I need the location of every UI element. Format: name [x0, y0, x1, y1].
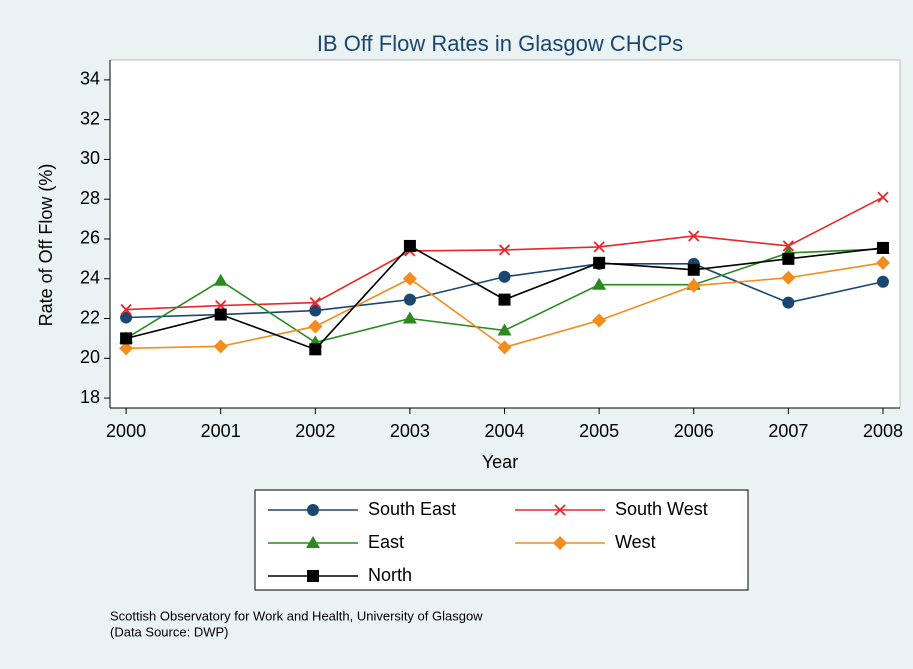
marker — [307, 570, 319, 582]
marker — [120, 311, 133, 324]
marker — [592, 277, 607, 290]
x-tick-label: 2008 — [863, 421, 903, 441]
y-tick-label: 30 — [80, 148, 100, 168]
marker — [498, 244, 511, 256]
x-axis-label: Year — [482, 452, 518, 472]
legend-label: West — [615, 532, 656, 552]
marker — [553, 536, 567, 550]
marker — [498, 270, 511, 283]
marker — [593, 256, 606, 269]
marker — [497, 323, 512, 336]
marker — [307, 504, 319, 516]
marker — [309, 343, 322, 356]
marker — [402, 311, 417, 324]
y-tick-label: 24 — [80, 267, 100, 287]
x-tick-label: 2002 — [295, 421, 335, 441]
marker — [876, 275, 889, 288]
legend-label: South East — [368, 499, 456, 519]
marker — [403, 293, 416, 306]
marker — [402, 271, 417, 286]
marker — [498, 293, 511, 306]
marker — [781, 270, 796, 285]
marker — [593, 241, 605, 253]
marker — [213, 339, 228, 354]
legend — [254, 489, 749, 591]
note: (Data Source: DWP) — [110, 624, 228, 639]
marker — [213, 273, 228, 286]
marker — [403, 239, 416, 252]
marker — [592, 313, 607, 328]
legend-label: South West — [615, 499, 708, 519]
y-tick-label: 28 — [80, 188, 100, 208]
marker — [877, 191, 889, 203]
marker — [309, 296, 321, 309]
x-tick-label: 2000 — [106, 421, 146, 441]
x-tick-label: 2003 — [390, 421, 430, 441]
marker — [875, 255, 890, 270]
marker — [214, 308, 227, 321]
y-tick-label: 32 — [80, 108, 100, 128]
marker — [782, 296, 795, 309]
marker — [120, 303, 132, 316]
x-tick-label: 2004 — [485, 421, 525, 441]
marker — [306, 536, 320, 548]
y-tick-label: 34 — [80, 69, 100, 89]
marker — [497, 340, 512, 355]
marker — [120, 332, 133, 345]
x-tick-label: 2001 — [201, 421, 241, 441]
x-tick-label: 2005 — [579, 421, 619, 441]
x-tick-label: 2006 — [674, 421, 714, 441]
note: Scottish Observatory for Work and Health… — [110, 608, 483, 623]
y-axis-label: Rate of Off Flow (%) — [36, 164, 56, 327]
plot-area — [109, 59, 901, 409]
marker — [688, 230, 700, 242]
legend-label: East — [368, 532, 404, 552]
marker — [554, 504, 566, 516]
y-tick-label: 26 — [80, 228, 100, 248]
marker — [687, 263, 700, 276]
y-tick-label: 22 — [80, 307, 100, 327]
marker — [308, 319, 323, 334]
y-tick-label: 20 — [80, 347, 100, 367]
marker — [686, 278, 701, 293]
x-tick-label: 2007 — [768, 421, 808, 441]
marker — [119, 341, 134, 356]
y-tick-label: 18 — [80, 387, 100, 407]
legend-label: North — [368, 565, 412, 585]
marker — [876, 241, 889, 254]
chart-title: IB Off Flow Rates in Glasgow CHCPs — [317, 31, 683, 56]
marker — [782, 252, 795, 265]
marker — [309, 304, 322, 317]
